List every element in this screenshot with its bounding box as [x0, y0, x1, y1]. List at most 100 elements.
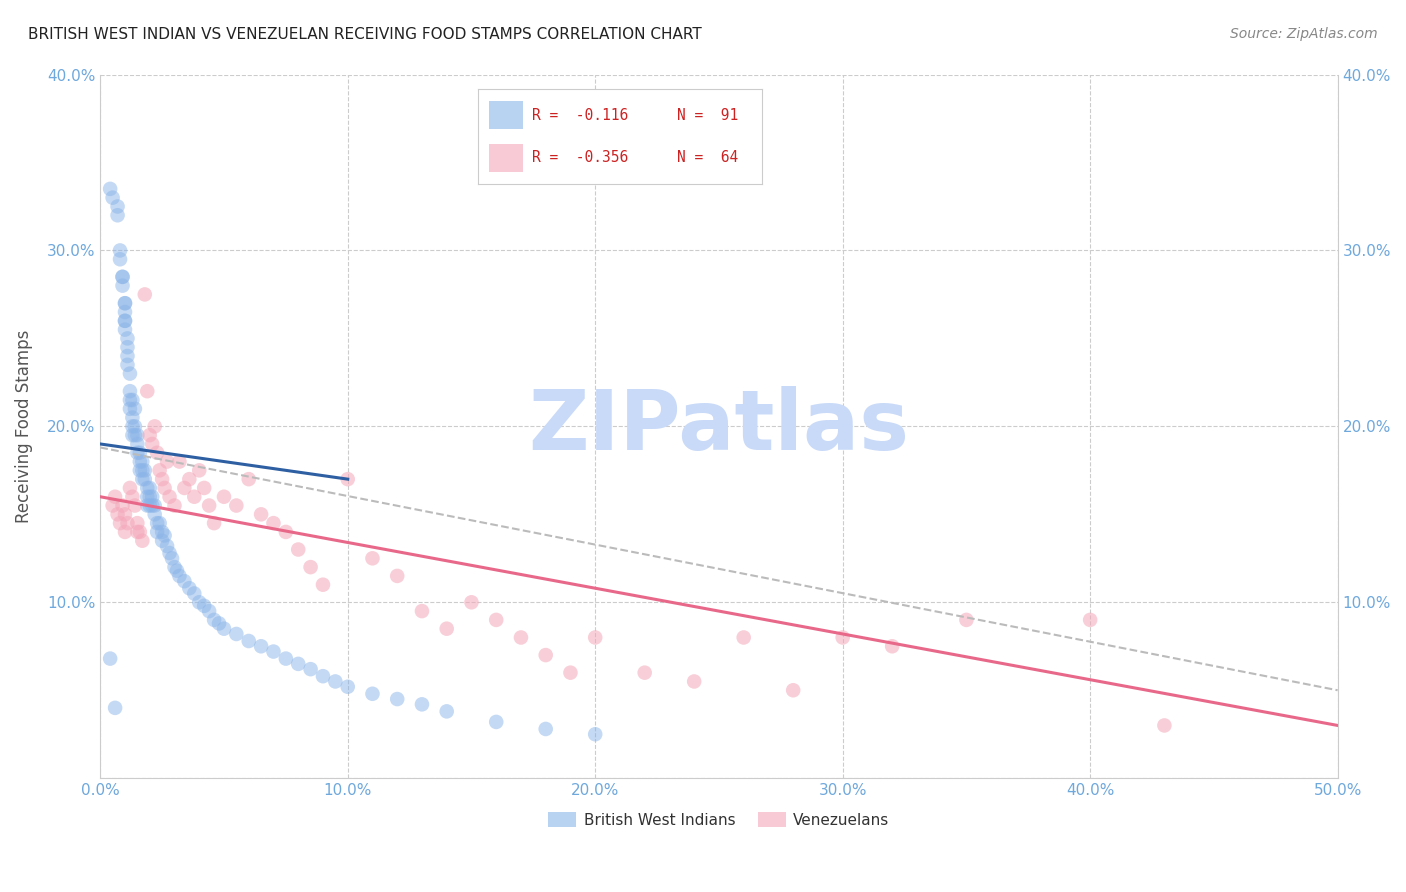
Point [534, 722, 557, 736]
Point [312, 577, 335, 591]
Point [510, 631, 533, 645]
Point [159, 490, 181, 504]
Point [146, 524, 169, 539]
Point [163, 560, 186, 574]
Point [534, 648, 557, 662]
Point [114, 508, 136, 522]
Point [124, 499, 146, 513]
Point [118, 392, 141, 407]
Text: ZIPatlas: ZIPatlas [529, 386, 910, 467]
Point [128, 463, 150, 477]
Text: Source: ZipAtlas.com: Source: ZipAtlas.com [1230, 27, 1378, 41]
Point [583, 631, 606, 645]
Point [312, 669, 335, 683]
Point [98, 182, 121, 196]
Point [387, 692, 409, 706]
Point [117, 349, 139, 363]
Point [411, 698, 433, 712]
Point [131, 463, 153, 477]
Point [733, 631, 755, 645]
Point [150, 533, 173, 548]
Point [1078, 613, 1101, 627]
Point [198, 499, 221, 513]
Point [782, 683, 804, 698]
Point [173, 481, 195, 495]
Point [460, 595, 482, 609]
Point [143, 499, 166, 513]
Point [128, 446, 150, 460]
Point [153, 481, 176, 495]
Point [111, 278, 134, 293]
Point [139, 481, 162, 495]
Point [485, 714, 508, 729]
Point [141, 437, 163, 451]
Point [107, 199, 129, 213]
Point [111, 269, 134, 284]
Point [238, 472, 260, 486]
Point [212, 622, 235, 636]
Point [149, 516, 172, 530]
Point [136, 490, 159, 504]
Point [485, 613, 508, 627]
Legend: British West Indians, Venezuelans: British West Indians, Venezuelans [543, 806, 896, 834]
Point [139, 428, 162, 442]
Point [114, 323, 136, 337]
Point [118, 401, 141, 416]
Point [121, 410, 143, 425]
Point [127, 428, 149, 442]
Point [411, 604, 433, 618]
Point [114, 296, 136, 310]
Point [202, 613, 225, 627]
Point [111, 269, 134, 284]
Point [169, 569, 191, 583]
Point [118, 481, 141, 495]
Point [139, 490, 162, 504]
Point [141, 499, 163, 513]
Point [179, 581, 201, 595]
Point [117, 516, 139, 530]
Point [287, 542, 309, 557]
Point [583, 727, 606, 741]
Point [208, 616, 231, 631]
Point [882, 640, 904, 654]
Point [134, 472, 156, 486]
Point [114, 296, 136, 310]
Y-axis label: Receiving Food Stamps: Receiving Food Stamps [15, 330, 32, 523]
Point [98, 651, 121, 665]
Point [436, 705, 458, 719]
Point [114, 524, 136, 539]
Point [1153, 718, 1175, 732]
Point [179, 472, 201, 486]
Point [143, 419, 166, 434]
Point [250, 640, 273, 654]
Point [225, 499, 247, 513]
Point [104, 701, 127, 715]
Point [124, 419, 146, 434]
Point [127, 446, 149, 460]
Point [139, 499, 162, 513]
Point [299, 560, 322, 574]
Point [127, 524, 149, 539]
Point [146, 446, 169, 460]
Point [634, 665, 657, 680]
Point [131, 533, 153, 548]
Point [263, 644, 285, 658]
Point [121, 490, 143, 504]
Point [250, 508, 273, 522]
Point [127, 516, 149, 530]
Point [299, 662, 322, 676]
Text: BRITISH WEST INDIAN VS VENEZUELAN RECEIVING FOOD STAMPS CORRELATION CHART: BRITISH WEST INDIAN VS VENEZUELAN RECEIV… [28, 27, 702, 42]
Point [128, 454, 150, 468]
Point [955, 613, 977, 627]
Point [117, 358, 139, 372]
Point [117, 331, 139, 345]
Point [114, 314, 136, 328]
Point [560, 665, 582, 680]
Point [212, 490, 235, 504]
Point [831, 631, 853, 645]
Point [183, 490, 205, 504]
Point [149, 463, 172, 477]
Point [361, 687, 384, 701]
Point [121, 419, 143, 434]
Point [238, 634, 260, 648]
